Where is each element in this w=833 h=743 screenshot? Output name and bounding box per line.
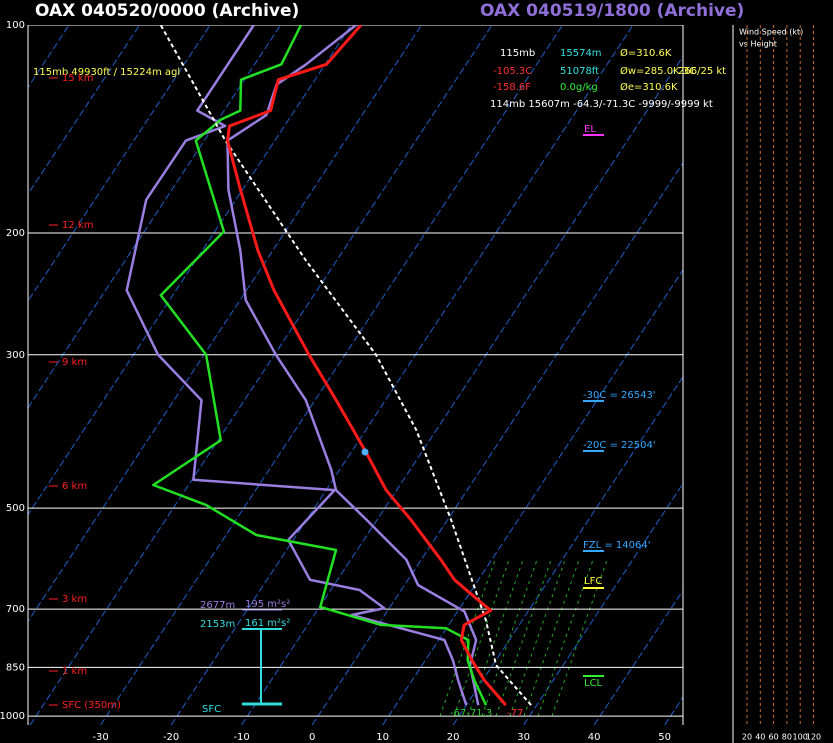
height-label: 9 km [62, 357, 87, 368]
wind-tick-label: 80 [782, 733, 792, 742]
mixing-ratio-line [509, 559, 566, 717]
height-label: SFC (350m) [62, 700, 121, 711]
mixing-ratio-line [495, 559, 552, 717]
height-label: 6 km [62, 481, 87, 492]
readout: 115mb [500, 48, 535, 59]
wind-tick-label: 40 [755, 733, 765, 742]
x-tick-label: -30 [92, 732, 108, 743]
profile-line [159, 25, 532, 706]
y-tick-label: 100 [6, 20, 25, 31]
readout: -105.3C [493, 66, 532, 77]
grid [28, 25, 683, 725]
y-tick-label: 850 [6, 662, 25, 673]
profiles [125, 25, 532, 707]
x-tick-label: 30 [517, 732, 530, 743]
wind-tick-label: 60 [769, 733, 779, 742]
profile-line [125, 25, 468, 706]
readout: -158.6F [493, 82, 531, 93]
lfc-label: LFC [584, 576, 602, 587]
wind-tick-label: 20 [742, 733, 752, 742]
helicity-value: 161 m²s² [245, 618, 290, 629]
surface-label: -77 [507, 708, 523, 719]
helicity-base: SFC [202, 704, 221, 715]
cursor-label: 115mb 49930ft / 15224m agl [33, 67, 180, 78]
x-tick-label: 40 [588, 732, 601, 743]
height-label: 12 km [62, 220, 93, 231]
x-tick-label: -10 [233, 732, 249, 743]
x-tick-label: 20 [447, 732, 460, 743]
level-label: -20C = 22504' [583, 440, 656, 451]
title: OAX 040520/0000 (Archive) [35, 1, 299, 21]
helicity-value: 195 m²s² [245, 599, 290, 610]
isotherm [452, 375, 683, 725]
isotherm [382, 269, 683, 725]
wind-tick-label: 100 [793, 733, 808, 742]
lcl-label: LCL [584, 678, 603, 689]
isotherm [28, 25, 352, 516]
readout: 266/25 kt [678, 66, 726, 77]
height-label: 3 km [62, 594, 87, 605]
marker [361, 448, 369, 456]
y-tick-label: 200 [6, 228, 25, 239]
readout: 114mb 15607m -64.3/-71.3C -9999/-9999 kt [490, 99, 713, 110]
el-label: EL [584, 124, 596, 135]
isotherm [664, 696, 683, 725]
y-tick-label: 500 [6, 503, 25, 514]
readout: 15574m [560, 48, 602, 59]
x-tick-label: 50 [658, 732, 671, 743]
wind-panel-title: Wind Speed (kt) [739, 28, 803, 37]
isotherm [100, 25, 564, 725]
mixing-ratio-line [523, 559, 580, 717]
x-tick-label: 10 [376, 732, 389, 743]
isotherm [28, 25, 141, 195]
x-tick-label: -20 [163, 732, 179, 743]
level-label: FZL = 14064' [583, 540, 650, 551]
title-archive: OAX 040519/1800 (Archive) [480, 1, 744, 21]
wind-tick-label: 120 [806, 733, 821, 742]
readout: 51078ft [560, 66, 599, 77]
readout: Øw=285.0K 3C [620, 65, 696, 77]
isotherm [311, 162, 683, 725]
mixing-ratio-line [439, 559, 496, 717]
isotherm [170, 25, 634, 725]
y-tick-label: 1000 [0, 711, 25, 722]
isotherm [28, 25, 70, 89]
helicity-height: 2153m [200, 619, 235, 630]
level-label: -30C = 26543' [583, 390, 656, 401]
surface-label: -67-71.3 [450, 708, 492, 719]
isotherm [593, 589, 683, 725]
helicity-height: 2677m [200, 600, 235, 611]
y-tick-label: 700 [6, 604, 25, 615]
readout: 0.0g/kg [560, 82, 598, 93]
y-tick-label: 300 [6, 350, 25, 361]
x-tick-label: 0 [309, 732, 315, 743]
wind-panel-subtitle: vs Height [739, 40, 777, 49]
height-label: 15 km [62, 73, 93, 84]
readout: Ø=310.6K [620, 47, 672, 59]
height-label: 1 km [62, 666, 87, 677]
readout: Øe=310.6K [620, 81, 678, 93]
profile-line [226, 25, 480, 706]
